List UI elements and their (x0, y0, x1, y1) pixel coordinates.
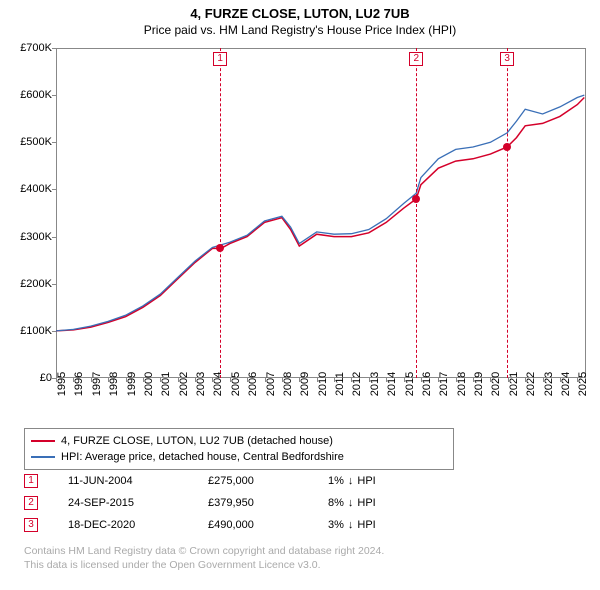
arrow-down-icon: ↓ (348, 497, 354, 509)
x-axis-label: 1997 (91, 372, 103, 396)
transaction-row: 2 24-SEP-2015£379,9508% ↓ HPI (24, 492, 376, 514)
legend-label: HPI: Average price, detached house, Cent… (61, 451, 344, 463)
legend-swatch (31, 440, 55, 442)
x-axis-label: 1999 (126, 372, 138, 396)
x-axis-label: 2020 (490, 372, 502, 396)
transactions-table: 1 11-JUN-2004£275,0001% ↓ HPI 2 24-SEP-2015… (24, 470, 376, 536)
transaction-badge: 2 (24, 496, 38, 510)
x-axis-label: 2003 (195, 372, 207, 396)
legend-swatch (31, 456, 55, 458)
chart-container: 4, FURZE CLOSE, LUTON, LU2 7UB Price pai… (0, 0, 600, 590)
transaction-badge: 1 (24, 474, 38, 488)
transaction-price: £379,950 (208, 497, 328, 509)
transaction-date: 18-DEC-2020 (68, 519, 208, 531)
x-axis-label: 2001 (160, 372, 172, 396)
transaction-price: £490,000 (208, 519, 328, 531)
legend-label: 4, FURZE CLOSE, LUTON, LU2 7UB (detached… (61, 435, 333, 447)
x-axis-label: 2011 (334, 372, 346, 396)
marker-dot (216, 244, 224, 252)
arrow-down-icon: ↓ (348, 475, 354, 487)
footer-line: This data is licensed under the Open Gov… (24, 558, 384, 572)
transaction-row: 1 11-JUN-2004£275,0001% ↓ HPI (24, 470, 376, 492)
x-axis-label: 2021 (508, 372, 520, 396)
legend-item: HPI: Average price, detached house, Cent… (31, 449, 447, 465)
title-block: 4, FURZE CLOSE, LUTON, LU2 7UB Price pai… (0, 0, 600, 39)
x-axis-label: 2005 (230, 372, 242, 396)
transaction-hpi-delta: 3% ↓ HPI (328, 519, 376, 531)
marker-line (416, 48, 417, 378)
marker-dot (412, 195, 420, 203)
y-axis-label: £500K (20, 136, 52, 148)
chart-subtitle: Price paid vs. HM Land Registry's House … (0, 23, 600, 37)
x-axis-label: 2022 (525, 372, 537, 396)
series-line-hpi (56, 95, 584, 331)
footer-attribution: Contains HM Land Registry data © Crown c… (24, 544, 384, 572)
x-axis-label: 2004 (212, 372, 224, 396)
legend-item: 4, FURZE CLOSE, LUTON, LU2 7UB (detached… (31, 433, 447, 449)
marker-line (220, 48, 221, 378)
x-axis-label: 2025 (577, 372, 589, 396)
x-axis-label: 2016 (421, 372, 433, 396)
x-axis-label: 2012 (351, 372, 363, 396)
x-axis-label: 2024 (560, 372, 572, 396)
transaction-row: 3 18-DEC-2020£490,0003% ↓ HPI (24, 514, 376, 536)
x-axis-label: 2019 (473, 372, 485, 396)
transaction-date: 24-SEP-2015 (68, 497, 208, 509)
marker-badge: 2 (409, 52, 423, 66)
x-axis-label: 2008 (282, 372, 294, 396)
x-axis-label: 2010 (317, 372, 329, 396)
x-axis-label: 2006 (247, 372, 259, 396)
chart-plot-area: £0£100K£200K£300K£400K£500K£600K£700K 19… (56, 48, 586, 378)
y-axis-label: £300K (20, 231, 52, 243)
chart-title: 4, FURZE CLOSE, LUTON, LU2 7UB (0, 6, 600, 21)
series-line-property (56, 98, 584, 331)
x-axis-label: 2007 (265, 372, 277, 396)
x-axis-label: 2002 (178, 372, 190, 396)
marker-dot (503, 143, 511, 151)
y-axis-label: £0 (40, 372, 52, 384)
y-axis-label: £700K (20, 42, 52, 54)
x-axis-label: 2023 (543, 372, 555, 396)
x-axis-label: 1996 (73, 372, 85, 396)
marker-badge: 1 (213, 52, 227, 66)
x-axis-label: 2018 (456, 372, 468, 396)
x-axis-label: 2009 (299, 372, 311, 396)
x-axis-label: 1998 (108, 372, 120, 396)
transaction-price: £275,000 (208, 475, 328, 487)
x-axis-label: 2000 (143, 372, 155, 396)
y-axis-label: £400K (20, 183, 52, 195)
x-axis-label: 2015 (404, 372, 416, 396)
x-axis-label: 1995 (56, 372, 68, 396)
footer-line: Contains HM Land Registry data © Crown c… (24, 544, 384, 558)
y-axis-label: £600K (20, 89, 52, 101)
y-axis-label: £100K (20, 325, 52, 337)
marker-line (507, 48, 508, 378)
x-axis-label: 2017 (438, 372, 450, 396)
marker-badge: 3 (500, 52, 514, 66)
legend: 4, FURZE CLOSE, LUTON, LU2 7UB (detached… (24, 428, 454, 470)
transaction-badge: 3 (24, 518, 38, 532)
transaction-hpi-delta: 1% ↓ HPI (328, 475, 376, 487)
x-axis-label: 2013 (369, 372, 381, 396)
x-axis-label: 2014 (386, 372, 398, 396)
transaction-date: 11-JUN-2004 (68, 475, 208, 487)
y-axis-label: £200K (20, 278, 52, 290)
arrow-down-icon: ↓ (348, 519, 354, 531)
transaction-hpi-delta: 8% ↓ HPI (328, 497, 376, 509)
